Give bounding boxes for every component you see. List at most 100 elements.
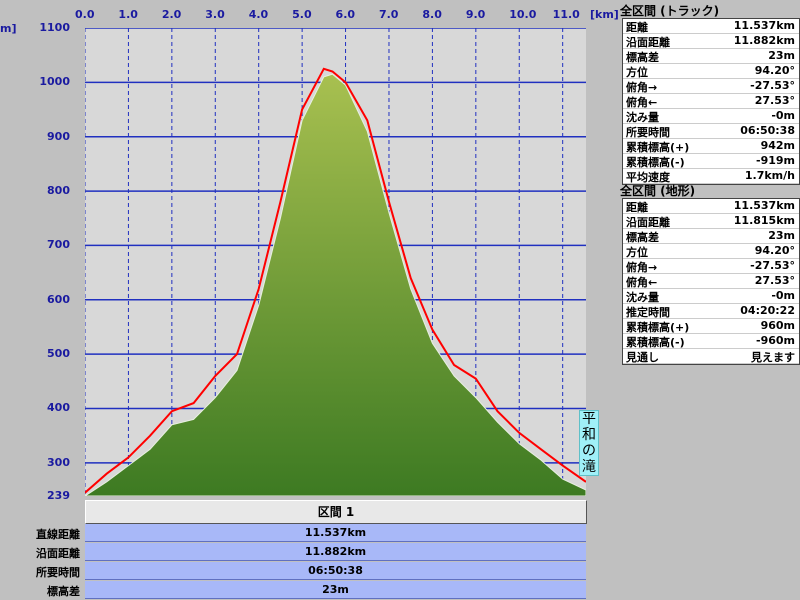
panel-row-value: 94.20° bbox=[754, 64, 795, 77]
panel-row: 沈み量 -0m bbox=[623, 109, 799, 124]
panel-row-key: 距離 bbox=[626, 201, 648, 214]
y-tick-label: 1000 bbox=[39, 75, 70, 89]
y-tick-label: 900 bbox=[47, 129, 70, 143]
panel-row-key: 俯角→ bbox=[626, 81, 658, 94]
panel-row: 累積標高(-) -960m bbox=[623, 334, 799, 349]
panel-row-value: 11.882km bbox=[733, 34, 795, 47]
track-panel: 距離 11.537km 沿面距離 11.882km 標高差 23m 方位 94.20° 俯角→ -… bbox=[622, 18, 800, 185]
terrain-panel: 距離 11.537km 沿面距離 11.815km 標高差 23m 方位 94.20° 俯角→ -… bbox=[622, 198, 800, 365]
y-unit-label: m] bbox=[0, 22, 17, 35]
panel-row-value: -27.53° bbox=[750, 259, 795, 272]
panel-row-key: 方位 bbox=[626, 246, 648, 259]
segment-stat-label: 標高差 bbox=[47, 585, 80, 598]
panel-row-key: 標高差 bbox=[626, 51, 659, 64]
segment-header[interactable]: 区間 1 bbox=[85, 500, 587, 524]
segment-stat-label: 沿面距離 bbox=[36, 547, 80, 560]
panel-row-key: 平均速度 bbox=[626, 171, 670, 184]
panel-row: 俯角→ -27.53° bbox=[623, 79, 799, 94]
y-tick-label: 800 bbox=[47, 184, 70, 198]
panel-row: 累積標高(-) -919m bbox=[623, 154, 799, 169]
panel-row-key: 所要時間 bbox=[626, 126, 670, 139]
panel-row-value: 94.20° bbox=[754, 244, 795, 257]
panel-row-key: 沿面距離 bbox=[626, 36, 670, 49]
x-tick-label: 5.0 bbox=[292, 8, 312, 21]
panel-row-key: 見通し bbox=[626, 351, 659, 364]
elevation-chart bbox=[85, 28, 586, 496]
segment-stat-value: 11.882km bbox=[85, 543, 586, 561]
panel-row-key: 累積標高(-) bbox=[626, 156, 685, 169]
segment-stat-value: 06:50:38 bbox=[85, 562, 586, 580]
panel-row-key: 標高差 bbox=[626, 231, 659, 244]
panel-row: 俯角→ -27.53° bbox=[623, 259, 799, 274]
terrain-panel-title: 全区間 (地形) bbox=[620, 184, 696, 198]
x-tick-label: 8.0 bbox=[422, 8, 442, 21]
panel-row-value: 06:50:38 bbox=[740, 124, 795, 137]
segment-stat-label: 直線距離 bbox=[36, 528, 80, 541]
terrain-area bbox=[85, 73, 586, 496]
x-unit-label: [km] bbox=[590, 8, 619, 21]
panel-row-key: 累積標高(-) bbox=[626, 336, 685, 349]
y-tick-label: 400 bbox=[47, 401, 70, 415]
panel-row: 距離 11.537km bbox=[623, 19, 799, 34]
track-line bbox=[85, 67, 586, 494]
y-tick-label: 239 bbox=[47, 489, 70, 502]
waypoint-label: 平和の滝 bbox=[579, 410, 599, 476]
panel-row-value: -0m bbox=[771, 289, 795, 302]
panel-row-value: 11.815km bbox=[733, 214, 795, 227]
y-tick-label: 500 bbox=[47, 347, 70, 361]
x-tick-label: 10.0 bbox=[509, 8, 537, 21]
panel-row: 標高差 23m bbox=[623, 229, 799, 244]
panel-row-value: 1.7km/h bbox=[744, 169, 795, 182]
panel-row-value: 27.53° bbox=[754, 94, 795, 107]
y-tick-label: 1100 bbox=[39, 21, 70, 34]
y-tick-label: 300 bbox=[47, 455, 70, 469]
track-panel-title: 全区間 (トラック) bbox=[620, 4, 720, 18]
panel-row-value: -960m bbox=[756, 334, 795, 347]
panel-row-value: 11.537km bbox=[733, 199, 795, 212]
panel-row: 方位 94.20° bbox=[623, 64, 799, 79]
panel-row-value: 04:20:22 bbox=[740, 304, 795, 317]
y-tick-label: 700 bbox=[47, 238, 70, 252]
panel-row: 累積標高(+) 942m bbox=[623, 139, 799, 154]
panel-row: 沈み量 -0m bbox=[623, 289, 799, 304]
panel-row: 累積標高(+) 960m bbox=[623, 319, 799, 334]
x-tick-label: 1.0 bbox=[118, 8, 138, 21]
segment-stat-value: 23m bbox=[85, 581, 586, 599]
panel-row-key: 累積標高(+) bbox=[626, 321, 690, 334]
x-tick-label: 7.0 bbox=[378, 8, 399, 21]
panel-row-value: 960m bbox=[760, 319, 795, 332]
panel-row-value: -0m bbox=[771, 109, 795, 122]
panel-row: 俯角← 27.53° bbox=[623, 94, 799, 109]
panel-row: 俯角← 27.53° bbox=[623, 274, 799, 289]
panel-row-key: 方位 bbox=[626, 66, 648, 79]
panel-row: 推定時間 04:20:22 bbox=[623, 304, 799, 319]
panel-row-value: -919m bbox=[756, 154, 795, 167]
panel-row: 沿面距離 11.882km bbox=[623, 34, 799, 49]
panel-row-value: 942m bbox=[760, 139, 795, 152]
panel-row-key: 沈み量 bbox=[626, 291, 659, 304]
panel-row-key: 俯角→ bbox=[626, 261, 658, 274]
panel-row-key: 俯角← bbox=[626, 276, 658, 289]
panel-row-value: 23m bbox=[768, 49, 795, 62]
x-tick-label: 9.0 bbox=[465, 8, 486, 21]
y-tick-label: 600 bbox=[47, 292, 70, 306]
segment-stat-label: 所要時間 bbox=[36, 566, 80, 579]
segment-stat-value: 11.537km bbox=[85, 524, 586, 542]
panel-row: 方位 94.20° bbox=[623, 244, 799, 259]
panel-row: 平均速度 1.7km/h bbox=[623, 169, 799, 184]
panel-row-key: 推定時間 bbox=[626, 306, 670, 319]
panel-row: 標高差 23m bbox=[623, 49, 799, 64]
panel-row: 距離 11.537km bbox=[623, 199, 799, 214]
panel-row: 所要時間 06:50:38 bbox=[623, 124, 799, 139]
x-tick-label: 2.0 bbox=[161, 8, 182, 21]
x-tick-label: 4.0 bbox=[248, 8, 269, 21]
x-tick-label: 3.0 bbox=[205, 8, 225, 21]
panel-row-key: 俯角← bbox=[626, 96, 658, 109]
panel-row-key: 沿面距離 bbox=[626, 216, 670, 229]
panel-row-value: 27.53° bbox=[754, 274, 795, 287]
panel-row-value: 見えます bbox=[751, 351, 795, 364]
panel-row-key: 距離 bbox=[626, 21, 648, 34]
x-tick-label: 0.0 bbox=[75, 8, 95, 21]
x-tick-label: 11.0 bbox=[552, 8, 580, 21]
panel-row: 見通し 見えます bbox=[623, 349, 799, 364]
